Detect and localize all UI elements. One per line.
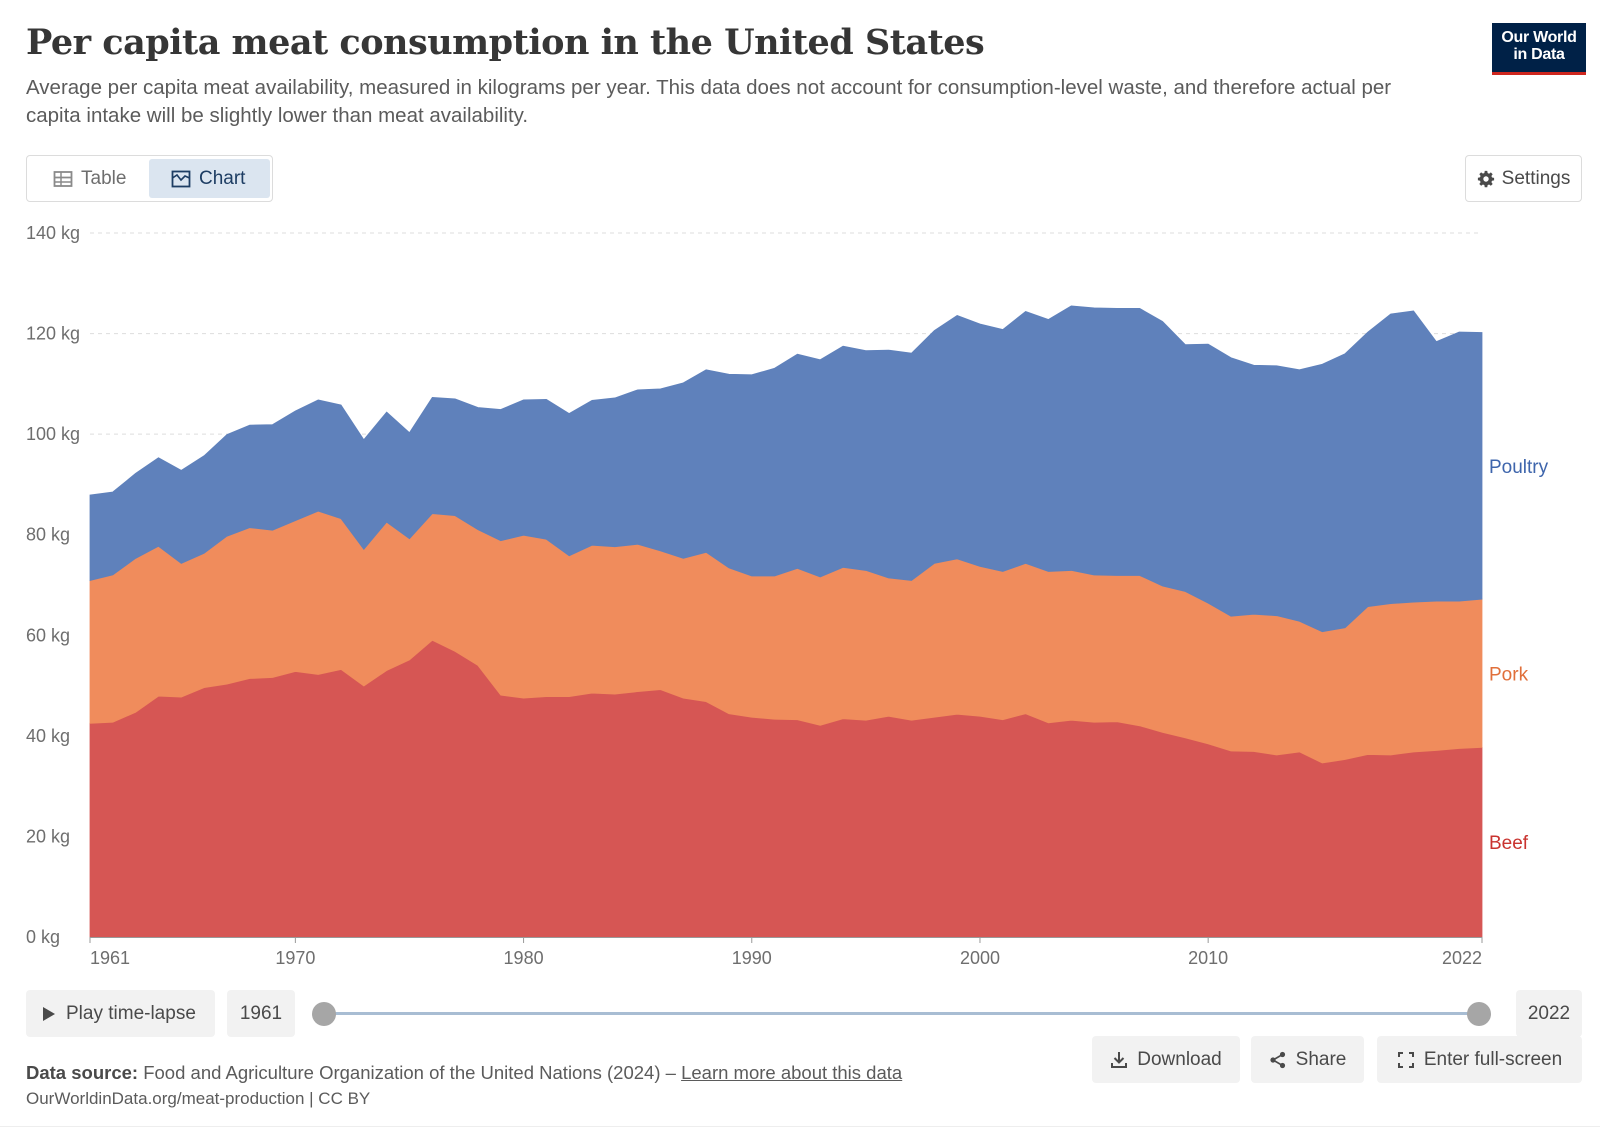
chart-icon [171,170,191,187]
tab-table[interactable]: Table [31,159,147,198]
share-label: Share [1295,1048,1347,1070]
fullscreen-button[interactable]: Enter full-screen [1377,1036,1582,1083]
y-tick-label: 80 kg [26,525,70,545]
tab-table-label: Table [81,167,127,189]
series-labels: Beef Pork Poultry [1489,457,1549,854]
download-label: Download [1137,1048,1222,1070]
gear-icon [1477,170,1494,187]
download-button[interactable]: Download [1092,1036,1240,1083]
share-icon [1270,1051,1285,1068]
source-url: OurWorldinData.org/meat-production | CC … [26,1089,371,1108]
expand-icon [1397,1051,1414,1068]
play-timelapse-button[interactable]: Play time-lapse [26,990,215,1037]
bottom-divider [0,1126,1600,1127]
x-tick-label: 2022 [1442,948,1482,968]
table-icon [53,170,73,187]
y-tick-label: 40 kg [26,726,70,746]
area-series [89,305,1483,938]
x-tick-label: 1970 [275,948,315,968]
timeline-slider-track[interactable] [324,1012,1479,1015]
share-button[interactable]: Share [1251,1036,1364,1083]
page-subtitle: Average per capita meat availability, me… [26,76,1392,127]
series-label-poultry[interactable]: Poultry [1489,457,1549,478]
data-source-label: Data source: [26,1062,139,1083]
start-year-box[interactable]: 1961 [227,990,295,1037]
logo-line-1: Our World [1501,29,1577,46]
page-title: Per capita meat consumption in the Unite… [26,22,985,63]
timeline: Play time-lapse 1961 2022 [26,990,1582,1037]
y-tick-label: 0 kg [26,927,60,947]
logo-line-2: in Data [1513,46,1565,63]
tab-chart[interactable]: Chart [149,159,270,198]
owid-logo[interactable]: Our World in Data [1492,23,1586,75]
y-tick-label: 60 kg [26,625,70,645]
data-source-text: Food and Agriculture Organization of the… [143,1062,676,1083]
tab-chart-label: Chart [199,167,246,189]
y-tick-label: 100 kg [26,424,80,444]
y-tick-label: 20 kg [26,826,70,846]
y-tick-label: 140 kg [26,223,80,243]
series-label-beef[interactable]: Beef [1489,833,1529,854]
download-icon [1111,1051,1128,1068]
timeline-start-handle[interactable] [312,1002,336,1026]
learn-more-link[interactable]: Learn more about this data [681,1062,903,1083]
x-tick-label: 1980 [504,948,544,968]
settings-label: Settings [1501,167,1571,189]
x-tick-label: 2000 [960,948,1000,968]
series-label-pork[interactable]: Pork [1489,664,1529,685]
end-year-box[interactable]: 2022 [1516,990,1582,1037]
area-poultry[interactable] [89,305,1483,633]
data-source: Data source: Food and Agriculture Organi… [26,1062,902,1084]
play-timelapse-label: Play time-lapse [66,1002,196,1024]
play-icon [43,1006,55,1021]
x-tick-label: 1961 [90,948,130,968]
x-tick-label: 1990 [732,948,772,968]
timeline-end-handle[interactable] [1467,1002,1491,1026]
y-tick-label: 120 kg [26,324,80,344]
stacked-area-chart: 0 kg 20 kg 40 kg 60 kg 80 kg 100 kg 120 kg 140 … [26,223,1549,968]
settings-button[interactable]: Settings [1465,155,1582,202]
view-toggle: Table Chart [26,155,273,202]
fullscreen-label: Enter full-screen [1423,1048,1563,1070]
axes: 0 kg 20 kg 40 kg 60 kg 80 kg 100 kg 120 kg 140 … [26,223,1483,968]
x-tick-label: 2010 [1188,948,1228,968]
